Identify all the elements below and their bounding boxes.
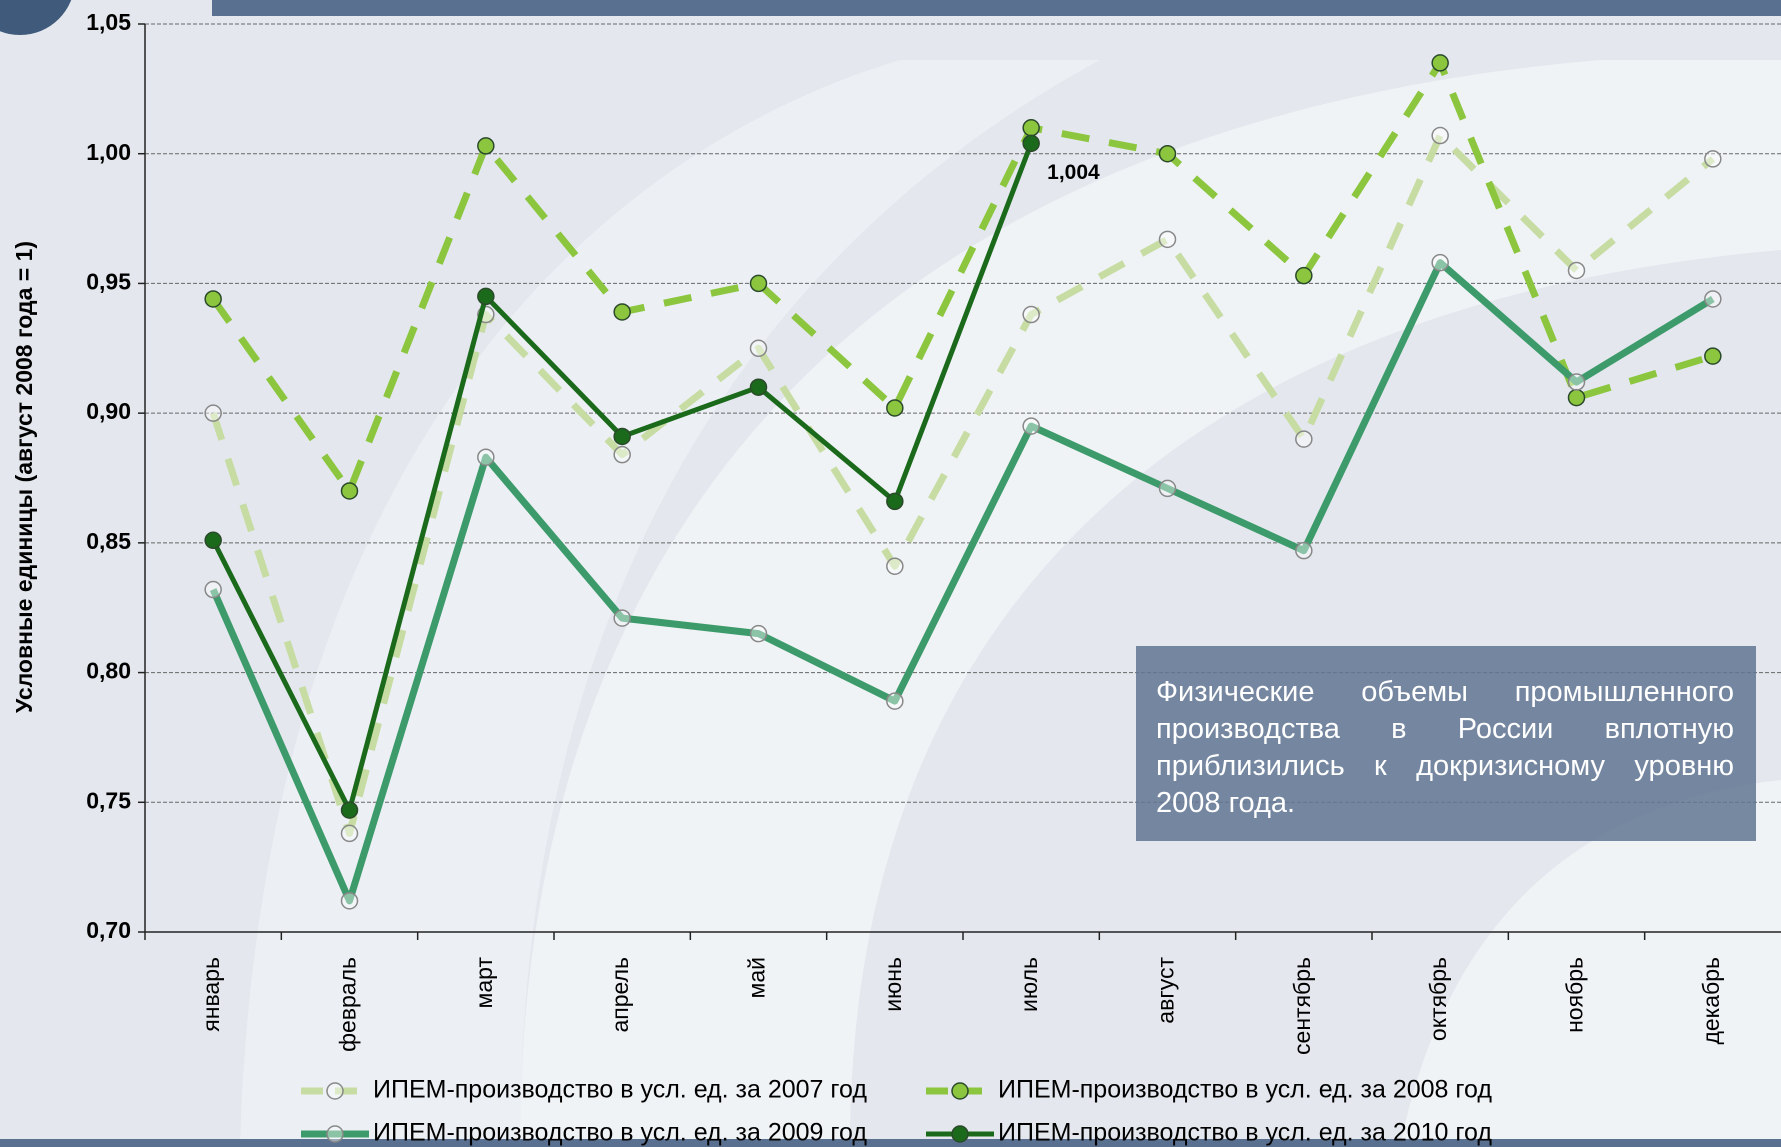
y-tick-label: 0,95: [86, 269, 131, 295]
y-tick-label: 0,90: [86, 398, 131, 424]
title-band: [212, 0, 1781, 16]
series-line: [209, 132, 1716, 837]
x-tick-label: апрель: [607, 957, 633, 1032]
marker: [1431, 126, 1449, 145]
marker: [340, 801, 359, 819]
marker: [1295, 430, 1313, 448]
x-tick-label: август: [1153, 957, 1179, 1024]
marker: [1158, 479, 1177, 498]
marker: [613, 427, 631, 446]
y-tick-label: 0,70: [86, 917, 131, 943]
marker: [1567, 388, 1586, 407]
marker: [326, 1125, 344, 1143]
marker: [1431, 54, 1449, 72]
data-label: 1,004: [1047, 161, 1100, 184]
marker: [1567, 373, 1586, 391]
y-tick-label: 0,75: [86, 787, 131, 813]
marker: [1431, 253, 1449, 272]
marker: [613, 609, 631, 627]
series-line: [210, 59, 1714, 495]
marker: [749, 378, 768, 396]
legend-label: ИПЕМ-производство в усл. ед. за 2009 год: [373, 1119, 867, 1147]
marker: [613, 303, 631, 321]
y-tick-label: 0,80: [86, 658, 131, 684]
marker: [204, 290, 222, 308]
marker: [749, 624, 768, 643]
marker: [204, 404, 222, 422]
legend-label: ИПЕМ-производство в усл. ед. за 2010 год: [998, 1119, 1492, 1147]
marker: [951, 1082, 969, 1100]
marker: [613, 445, 631, 464]
marker: [886, 399, 904, 417]
marker: [477, 448, 495, 466]
x-tick-label: май: [744, 957, 770, 998]
watermark: [1400, 780, 1781, 1147]
watermark: [520, 60, 1781, 1147]
x-tick-label: январь: [198, 957, 224, 1032]
x-tick-label: март: [471, 957, 497, 1009]
marker: [477, 287, 495, 306]
series-line: [209, 259, 1715, 905]
x-tick-label: июль: [1016, 957, 1042, 1012]
marker: [1022, 119, 1040, 137]
marker: [951, 1125, 969, 1143]
marker: [326, 1082, 344, 1100]
annotation: Физические объемы промышленного производ…: [1136, 646, 1756, 841]
marker: [340, 824, 359, 843]
marker: [1158, 144, 1177, 163]
marker: [1567, 261, 1586, 280]
legend-label: ИПЕМ-производство в усл. ед. за 2007 год: [373, 1076, 867, 1104]
footer-band: [0, 1139, 1781, 1147]
marker: [1295, 266, 1313, 285]
marker: [204, 531, 222, 550]
marker: [886, 557, 904, 575]
y-tick-label: 0,85: [86, 528, 131, 554]
legend-label: ИПЕМ-производство в усл. ед. за 2008 год: [998, 1076, 1492, 1104]
x-tick-label: июнь: [880, 957, 906, 1012]
marker: [886, 692, 904, 710]
x-tick-label: ноябрь: [1562, 957, 1588, 1033]
x-tick-label: октябрь: [1425, 957, 1451, 1041]
marker: [477, 137, 495, 155]
marker: [1704, 150, 1722, 168]
y-tick-label: 1,00: [86, 139, 131, 165]
marker: [886, 492, 904, 511]
x-tick-label: февраль: [335, 957, 361, 1052]
marker: [1022, 134, 1040, 153]
x-tick-label: декабрь: [1698, 957, 1724, 1045]
watermark: [240, 60, 1100, 1147]
marker: [340, 892, 359, 910]
y-tick-label: 1,05: [86, 9, 131, 35]
marker: [749, 339, 768, 358]
marker: [1158, 230, 1177, 249]
marker: [1704, 347, 1722, 365]
marker: [749, 274, 768, 293]
marker: [1022, 417, 1040, 435]
logo: [0, 0, 72, 35]
x-tick-label: сентябрь: [1289, 957, 1315, 1055]
y-axis-title: Условные единицы (август 2008 года = 1): [11, 241, 37, 713]
marker: [1704, 290, 1722, 308]
marker: [204, 580, 222, 599]
marker: [340, 482, 359, 500]
marker: [1022, 305, 1040, 324]
marker: [1295, 541, 1313, 560]
